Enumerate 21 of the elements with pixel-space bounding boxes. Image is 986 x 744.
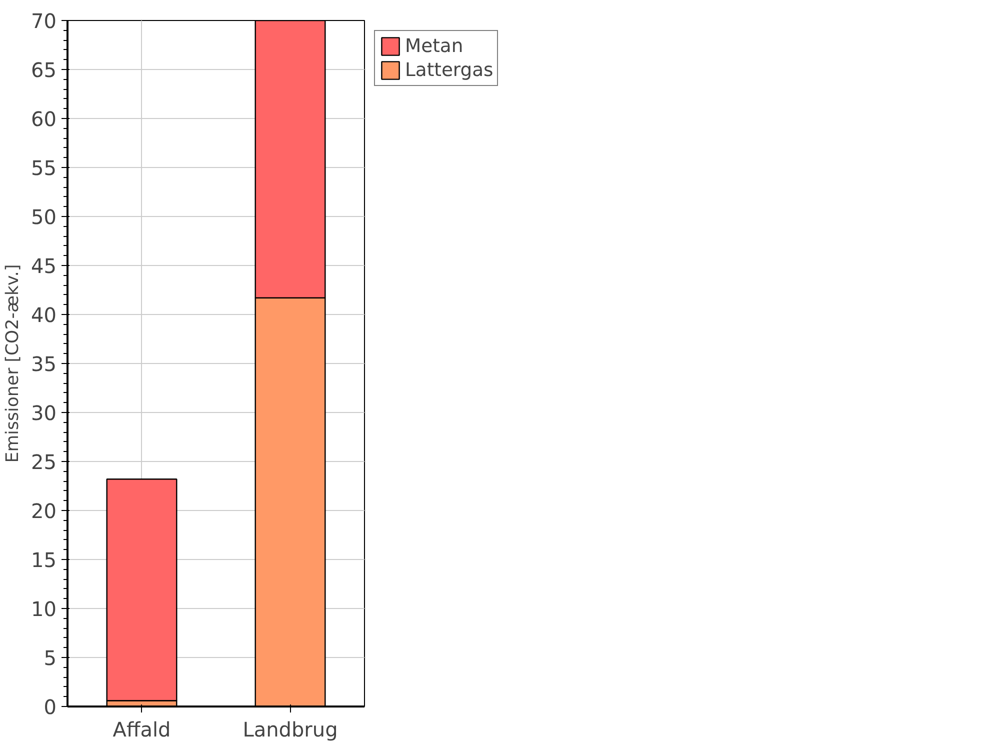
y-tick-label: 70 [31, 9, 57, 33]
y-tick-label: 10 [31, 597, 57, 621]
y-axis-title: Emissioner [CO2-ækv.] [3, 264, 24, 463]
y-tick-label: 55 [31, 156, 57, 180]
x-tick-label: Landbrug [242, 718, 338, 742]
y-tick-label: 45 [31, 254, 57, 278]
y-tick-label: 20 [31, 499, 57, 523]
y-tick-label: 0 [44, 695, 57, 719]
y-tick-label: 65 [31, 58, 57, 82]
y-tick-label: 40 [31, 303, 57, 327]
y-tick-label: 15 [31, 548, 57, 572]
y-tick-label: 50 [31, 205, 57, 229]
y-tick-label: 5 [44, 646, 57, 670]
legend-label: Metan [405, 36, 464, 56]
legend-label: Lattergas [405, 60, 494, 80]
y-tick-label: 30 [31, 401, 57, 425]
x-tick-label: Affald [112, 718, 171, 742]
y-tick-label: 35 [31, 352, 57, 376]
y-tick-label: 60 [31, 107, 57, 131]
bar [106, 478, 178, 702]
y-tick-label: 25 [31, 450, 57, 474]
